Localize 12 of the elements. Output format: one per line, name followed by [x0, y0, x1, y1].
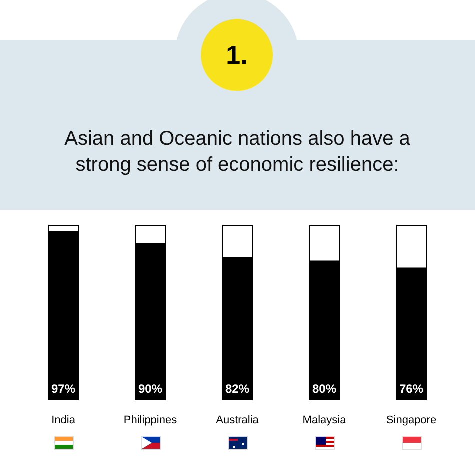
- x-tick-label: Singapore: [386, 414, 437, 426]
- x-tick-label: India: [52, 414, 76, 426]
- x-tick-label: Malaysia: [302, 414, 348, 426]
- data-label: 90%: [138, 382, 163, 396]
- x-tick-label: Philippines: [124, 414, 178, 426]
- data-label: 76%: [399, 382, 424, 396]
- x-tick-label: Australia: [216, 414, 260, 426]
- data-label: 97%: [51, 382, 76, 396]
- chart-title: Asian and Oceanic nations also have a strong sense of economic resilience:: [64, 127, 412, 178]
- data-label: 80%: [312, 382, 337, 396]
- text: 1.: [226, 40, 248, 70]
- data-label: 82%: [225, 382, 250, 396]
